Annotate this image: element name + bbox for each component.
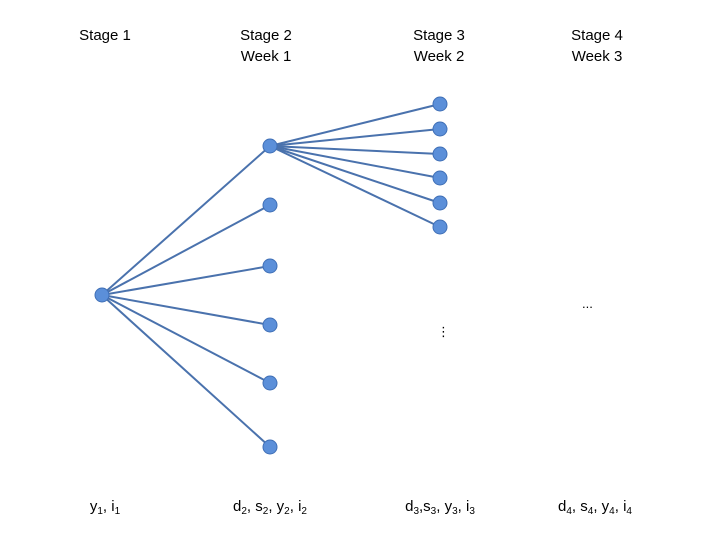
variable-i3: i3 [465, 498, 475, 517]
stage-2-subtitle: Week 1 [240, 48, 292, 65]
edge-stage2-stage3-6 [269, 145, 441, 228]
stage-3-title: Stage 3 [413, 27, 465, 44]
stage-3-subtitle: Week 2 [413, 48, 465, 65]
variable-y2: y2 [276, 498, 290, 517]
edge-stage2-stage3-4 [269, 145, 441, 179]
edge-stage2-stage3-3 [269, 145, 441, 155]
node-stage-2-4 [262, 317, 278, 333]
node-stage-3-2 [432, 121, 448, 137]
stage-2-title: Stage 2 [240, 27, 292, 44]
node-stage-1 [94, 287, 110, 303]
node-stage-3-1 [432, 96, 448, 112]
stage-4-header: Stage 4 Week 3 [527, 25, 667, 67]
variable-y3: y3 [444, 498, 458, 517]
edge-stage2-stage3-2 [269, 128, 441, 147]
variable-i4: i4 [623, 498, 632, 517]
edge-stage1-stage2-4 [101, 294, 271, 326]
variable-d2: d2 [233, 498, 247, 517]
stage-1-variables: y1, i1 [89, 498, 121, 517]
node-stage-3-5 [432, 195, 448, 211]
edge-stage1-stage2-1 [101, 145, 271, 296]
stage-2-header: Stage 2 Week 1 [196, 25, 336, 67]
node-stage-3-4 [432, 170, 448, 186]
stage-3-variables: d3,s3, y3, i3 [405, 498, 475, 517]
variable-d4: d4 [558, 498, 572, 517]
variable-d3: d3 [405, 498, 419, 517]
node-stage-3-3 [432, 146, 448, 162]
stage-4-ellipsis: ... [582, 296, 593, 311]
node-stage-2-1 [262, 138, 278, 154]
node-stage-3-6 [432, 219, 448, 235]
edge-stage1-stage2-6 [101, 294, 271, 448]
edge-stage1-stage2-3 [101, 265, 271, 296]
variable-y1: y1 [89, 498, 103, 517]
variable-s4: s4 [580, 498, 594, 517]
node-stage-2-2 [262, 197, 278, 213]
variable-y4: y4 [601, 498, 615, 517]
variable-s2: s2 [255, 498, 269, 517]
node-stage-2-6 [262, 439, 278, 455]
stage-1-header: Stage 1 [35, 25, 175, 46]
edge-stage1-stage2-5 [101, 294, 271, 384]
variable-i1: i1 [111, 498, 121, 517]
edge-stage2-stage3-1 [269, 103, 441, 147]
stage-2-variables: d2, s2, y2, i2 [233, 498, 307, 517]
stage-4-subtitle: Week 3 [571, 48, 623, 65]
stage-1-title: Stage 1 [79, 27, 131, 44]
stage-3-header: Stage 3 Week 2 [369, 25, 509, 67]
stage-3-vertical-ellipsis: ⋮ [437, 324, 450, 339]
edge-stage2-stage3-5 [269, 145, 441, 204]
node-stage-2-5 [262, 375, 278, 391]
stage-4-title: Stage 4 [571, 27, 623, 44]
node-stage-2-3 [262, 258, 278, 274]
stage-4-variables: d4, s4, y4, i4 [558, 498, 632, 517]
variable-i2: i2 [298, 498, 307, 517]
edge-stage1-stage2-2 [101, 204, 271, 296]
variable-s3: s3 [423, 498, 437, 517]
